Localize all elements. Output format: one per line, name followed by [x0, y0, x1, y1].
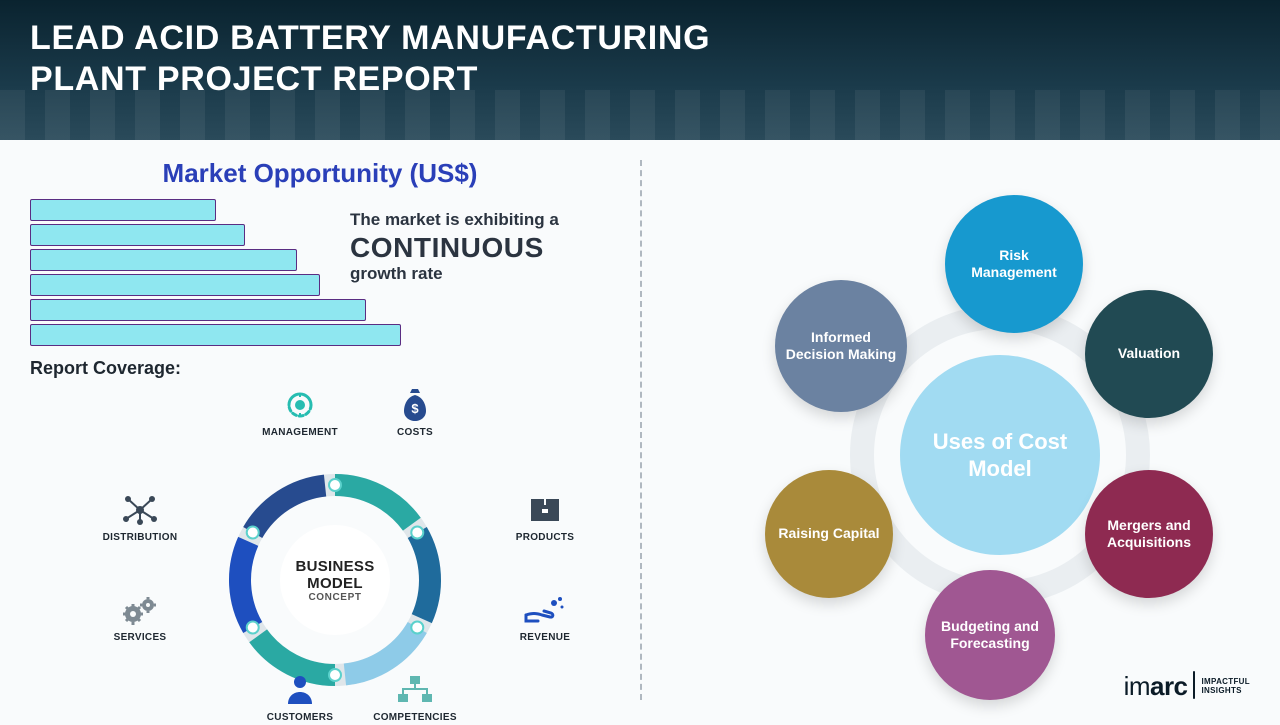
brand-name-bold: arc — [1150, 671, 1187, 701]
bm-center-line2: MODEL — [307, 575, 363, 592]
brand-name-light: im — [1124, 671, 1150, 701]
box-icon — [490, 490, 600, 530]
market-bar — [30, 224, 245, 246]
handcoin-icon — [490, 590, 600, 630]
right-panel: Uses of Cost Model Risk ManagementValuat… — [640, 140, 1280, 720]
brand-separator — [1193, 671, 1195, 699]
growth-line3: growth rate — [350, 264, 620, 284]
market-bar — [30, 249, 297, 271]
bm-node-services: SERVICES — [85, 590, 195, 643]
bm-node-label: CUSTOMERS — [245, 712, 355, 723]
bm-node-products: PRODUCTS — [490, 490, 600, 543]
bm-node-competencies: COMPETENCIES — [360, 670, 470, 723]
bm-center-line3: CONCEPT — [308, 592, 361, 603]
bm-center-line1: BUSINESS — [295, 558, 374, 575]
bm-node-costs: $ COSTS — [360, 385, 470, 438]
market-bar — [30, 274, 320, 296]
bm-node-label: MANAGEMENT — [245, 427, 355, 438]
moneybag-icon: $ — [360, 385, 470, 425]
orgchart-icon — [360, 670, 470, 710]
person-icon — [245, 670, 355, 710]
market-bar — [30, 199, 216, 221]
page-title: LEAD ACID BATTERY MANUFACTURING PLANT PR… — [30, 18, 830, 100]
market-opportunity-title: Market Opportunity (US$) — [30, 158, 610, 189]
bm-node-label: SERVICES — [85, 632, 195, 643]
brand-logo: imarc IMPACTFULINSIGHTS — [1124, 671, 1250, 702]
brand-name: imarc — [1124, 671, 1188, 702]
bm-node-revenue: REVENUE — [490, 590, 600, 643]
growth-line2: CONTINUOUS — [350, 232, 620, 264]
brand-tag1: IMPACTFUL — [1201, 677, 1250, 686]
bm-node-label: PRODUCTS — [490, 532, 600, 543]
cost-model-petal: Risk Management — [945, 195, 1083, 333]
header: LEAD ACID BATTERY MANUFACTURING PLANT PR… — [0, 0, 1280, 140]
business-model-center: BUSINESS MODEL CONCEPT — [280, 525, 390, 635]
network-icon — [85, 490, 195, 530]
cost-model-center: Uses of Cost Model — [900, 355, 1100, 555]
growth-line1: The market is exhibiting a — [350, 210, 620, 230]
bm-node-label: REVENUE — [490, 632, 600, 643]
bm-node-distribution: DISTRIBUTION — [85, 490, 195, 543]
brand-tagline: IMPACTFULINSIGHTS — [1201, 678, 1250, 696]
cost-model-petal: Valuation — [1085, 290, 1213, 418]
svg-text:$: $ — [411, 401, 419, 416]
bm-node-label: DISTRIBUTION — [85, 532, 195, 543]
brand-tag2: INSIGHTS — [1201, 686, 1241, 695]
cost-model-petal: Budgeting and Forecasting — [925, 570, 1055, 700]
bm-node-customers: CUSTOMERS — [245, 670, 355, 723]
content: Market Opportunity (US$) The market is e… — [0, 140, 1280, 720]
business-model-diagram: BUSINESS MODEL CONCEPT MANAGEMENT $ COSTS P… — [30, 385, 610, 715]
market-bar — [30, 299, 366, 321]
left-panel: Market Opportunity (US$) The market is e… — [0, 140, 640, 720]
growth-callout: The market is exhibiting a CONTINUOUS gr… — [350, 210, 620, 284]
report-coverage-title: Report Coverage: — [30, 358, 610, 379]
cost-model-petal: Informed Decision Making — [775, 280, 907, 412]
cost-model-petal: Mergers and Acquisitions — [1085, 470, 1213, 598]
lightbulb-icon — [245, 385, 355, 425]
bm-node-label: COSTS — [360, 427, 470, 438]
bm-node-management: MANAGEMENT — [245, 385, 355, 438]
cost-model-petal: Raising Capital — [765, 470, 893, 598]
market-bar — [30, 324, 401, 346]
gears-icon — [85, 590, 195, 630]
bm-node-label: COMPETENCIES — [360, 712, 470, 723]
